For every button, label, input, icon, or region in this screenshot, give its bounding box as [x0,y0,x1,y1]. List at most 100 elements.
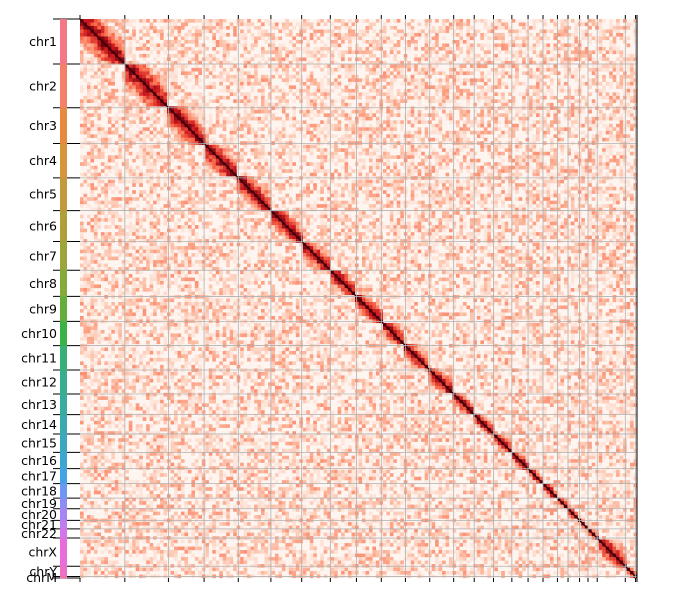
heatmap-cell [473,162,478,166]
heatmap-cell [201,186,206,191]
heatmap-cell [243,169,248,173]
heatmap-cell [588,39,592,44]
heatmap-cell [83,25,88,30]
heatmap-cell [327,71,331,76]
heatmap-cell [292,25,296,30]
heatmap-cell [417,113,422,117]
heatmap-cell [100,151,105,156]
heatmap-cell [201,95,206,100]
heatmap-cell [588,158,592,163]
heatmap-cell [539,71,544,76]
heatmap-cell [90,141,95,145]
heatmap-cell [250,151,255,156]
heatmap-cell [132,25,136,30]
heatmap-cell [619,123,624,128]
heatmap-cell [163,165,168,170]
heatmap-cell [281,127,286,131]
heatmap-cell [494,165,498,170]
heatmap-cell [271,148,276,152]
heatmap-cell [337,113,342,117]
heatmap-cell [414,92,418,97]
heatmap-cell [135,165,140,170]
heatmap-cell [605,144,610,149]
heatmap-cell [438,85,443,90]
heatmap-cell [299,74,303,79]
heatmap-cell [375,193,380,198]
heatmap-cell [588,141,592,145]
heatmap-cell [424,158,429,163]
heatmap-cell [191,99,196,103]
heatmap-cell [128,141,133,145]
heatmap-cell [250,85,255,90]
heatmap-cell [142,102,147,107]
heatmap-cell [93,53,98,58]
heatmap-cell [570,120,575,124]
heatmap-cell [107,137,112,142]
heatmap-cell [414,85,418,90]
heatmap-cell [494,116,498,121]
heatmap-cell [104,74,108,79]
heatmap-cell [497,92,502,97]
heatmap-cell [167,162,171,166]
heatmap-cell [358,57,363,62]
heatmap-cell [396,109,401,114]
heatmap-cell [375,169,380,173]
heatmap-cell [417,144,422,149]
heatmap-cell [553,127,558,131]
heatmap-cell [574,120,578,124]
heatmap-cell [518,50,523,55]
heatmap-cell [361,130,366,135]
heatmap-cell [515,106,519,110]
heatmap-cell [490,60,495,65]
heatmap-cell [543,57,547,62]
heatmap-cell [410,29,415,34]
heatmap-cell [522,57,526,62]
heatmap-cell [389,123,394,128]
heatmap-cell [191,165,196,170]
heatmap-cell [344,172,349,177]
heatmap-cell [556,39,561,44]
heatmap-cell [135,134,140,138]
heatmap-cell [560,22,565,27]
heatmap-cell [167,22,171,27]
heatmap-cell [518,141,523,145]
heatmap-cell [180,169,185,173]
heatmap-cell [327,88,331,93]
heatmap-cell [616,46,620,51]
heatmap-cell [170,74,175,79]
heatmap-cell [358,102,363,107]
heatmap-cell [511,106,516,110]
heatmap-cell [240,74,244,79]
heatmap-cell [497,99,502,103]
heatmap-cell [508,32,512,37]
heatmap-cell [382,172,387,177]
heatmap-cells [79,18,638,579]
heatmap-cell [556,137,561,142]
heatmap-cell [135,60,140,65]
heatmap-cell [511,186,516,191]
heatmap-cell [170,67,175,72]
heatmap-cell [292,151,296,156]
heatmap-cell [330,102,335,107]
heatmap-cell [250,113,255,117]
heatmap-cell [327,67,331,72]
heatmap-cell [487,172,491,177]
heatmap-cell [205,102,209,107]
heatmap-cell [455,179,460,184]
heatmap-cell [417,130,422,135]
heatmap-cell [215,106,220,110]
heatmap-cell [86,39,91,44]
heatmap-cell [100,88,105,93]
heatmap-cell [414,67,418,72]
heatmap-cell [170,116,175,121]
heatmap-cell [156,141,161,145]
heatmap-cell [292,123,296,128]
heatmap-cell [278,144,283,149]
heatmap-cell [316,19,321,23]
heatmap-cell [588,120,592,124]
heatmap-cell [215,29,220,34]
heatmap-cell [118,144,122,149]
heatmap-cell [563,165,568,170]
heatmap-cell [536,36,540,41]
heatmap-cell [341,109,345,114]
